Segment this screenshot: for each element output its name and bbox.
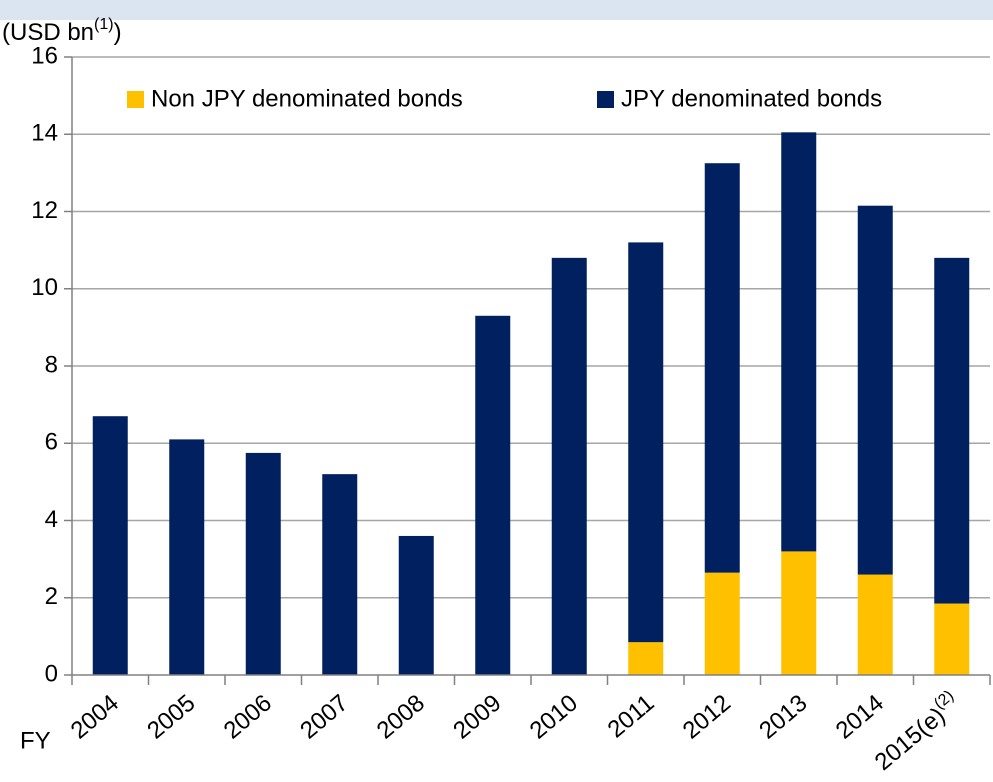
x-tick-label-text: 2008 [372,690,430,745]
y-tick-label: 10 [31,274,58,301]
bar-segment [628,642,664,675]
x-tick-label-text: 2005 [142,690,200,745]
x-tick-label-text: 2012 [678,690,736,745]
x-tick-label: 2010 [525,690,583,745]
bar-segment [475,315,511,675]
bar-segment [92,416,128,675]
bar-segment [934,257,970,604]
x-tick-label-text: 2013 [754,690,812,745]
bar-segment [781,132,817,552]
x-tick-label: 2014 [831,690,889,745]
y-tick-label: 6 [45,429,58,456]
x-tick-label: 2005 [142,690,200,745]
bar-segment [857,205,893,575]
y-tick-label: 16 [31,42,58,69]
legend-swatch [597,91,614,108]
y-tick-label: 14 [31,120,58,147]
x-tick-label: 2011 [603,690,660,744]
bar-segment [398,535,434,675]
y-tick-label: 4 [45,506,58,533]
bar-segment [245,452,281,675]
y-tick-label: 2 [45,583,58,610]
y-tick-label: 12 [31,197,58,224]
header-band [0,0,993,20]
y-tick-label: 0 [45,660,58,687]
legend-label: Non JPY denominated bonds [151,85,463,112]
x-tick-label-text: 2014 [831,690,889,745]
legend-swatch [127,91,144,108]
x-tick-label: 2006 [219,690,277,745]
y-axis-label: (USD bn(1)) [2,16,122,46]
bar-segment [781,551,817,675]
x-tick-label-text: 2009 [448,690,506,745]
bar-segment [704,572,740,675]
bar-segment [551,257,587,675]
bar-segment [934,603,970,675]
x-tick-label-text: 2011 [603,690,660,744]
x-axis-label: FY [20,727,51,754]
y-tick-label: 8 [45,351,58,378]
x-tick-label-text: 2007 [295,690,353,745]
x-tick-label: 2009 [448,690,506,745]
bar-segment [169,439,205,675]
x-tick-label: 2007 [295,690,353,745]
bar-segment [857,574,893,675]
legend-label: JPY denominated bonds [621,85,882,112]
x-tick-label-text: 2004 [66,690,124,745]
x-tick-label: 2012 [678,690,736,745]
bar-segment [704,163,740,573]
x-tick-label: 2004 [66,690,124,745]
x-tick-label: 2013 [754,690,812,745]
x-tick-label: 2008 [372,690,430,745]
x-tick-label-text: 2006 [219,690,277,745]
x-tick-label-text: 2010 [525,690,583,745]
x-tick-label: 2015(e)(2) [868,687,966,776]
bar-segment [322,474,358,675]
bar-segment [628,242,664,643]
